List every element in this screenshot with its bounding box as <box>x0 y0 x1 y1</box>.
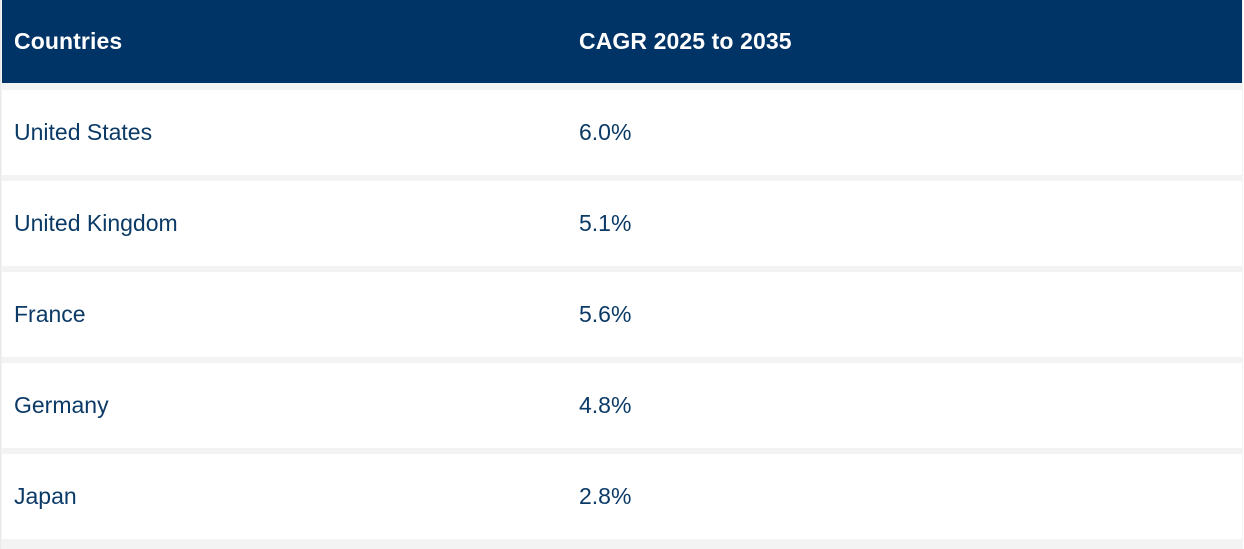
cagr-cell: 4.8% <box>579 392 632 418</box>
cagr-cell: 6.0% <box>579 119 632 145</box>
cagr-cell: 5.6% <box>579 301 632 327</box>
table-row: United States 6.0% <box>2 90 1242 175</box>
country-cell: United States <box>14 119 153 145</box>
table-row: United Kingdom 5.1% <box>2 181 1242 266</box>
column-header-countries: Countries <box>14 28 123 54</box>
column-header-cagr: CAGR 2025 to 2035 <box>579 28 792 54</box>
cagr-cell: 5.1% <box>579 210 632 236</box>
country-cell: United Kingdom <box>14 210 178 236</box>
country-cell: Germany <box>14 392 109 418</box>
table-row: France 5.6% <box>2 272 1242 357</box>
country-cell: France <box>14 301 86 327</box>
country-cell: Japan <box>14 483 77 509</box>
cagr-cell: 2.8% <box>579 483 632 509</box>
table-row: Japan 2.8% <box>2 454 1242 539</box>
table-header-row: Countries CAGR 2025 to 2035 <box>2 0 1242 83</box>
table-row: Germany 4.8% <box>2 363 1242 448</box>
